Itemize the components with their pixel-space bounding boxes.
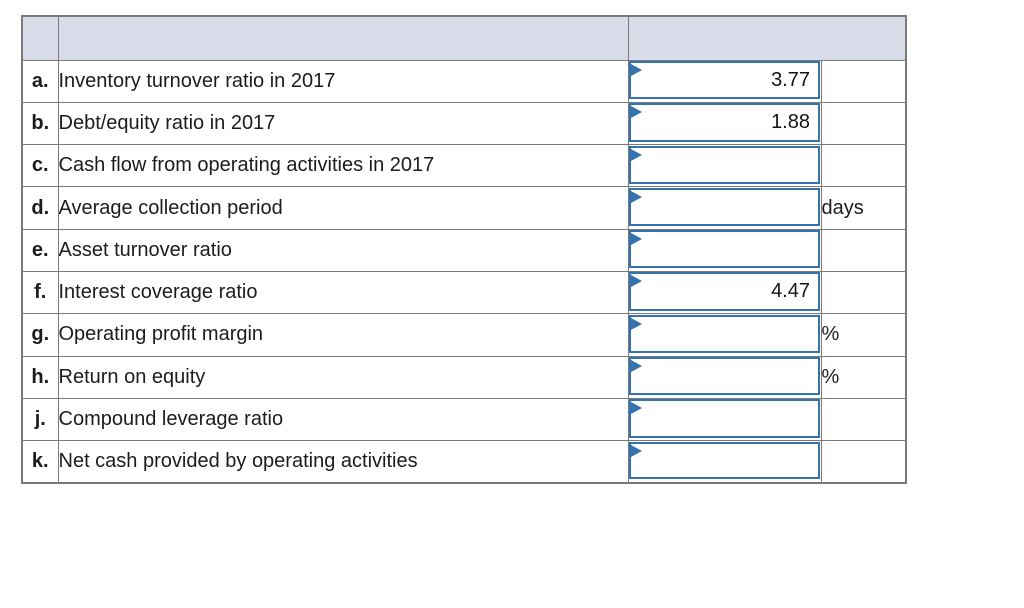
answer-flag-icon <box>631 190 642 203</box>
answer-cell <box>627 397 822 442</box>
answer-value: 4.47 <box>771 280 810 303</box>
unit-label <box>820 144 907 188</box>
unit-label: % <box>820 355 907 399</box>
row-description: Operating profit margin <box>57 313 629 357</box>
answer-input[interactable] <box>629 230 820 269</box>
table-row: f. Interest coverage ratio 4.47 <box>21 270 907 315</box>
table-row: h. Return on equity % <box>21 355 907 399</box>
table-row: j. Compound leverage ratio <box>21 397 907 442</box>
row-letter: a. <box>21 59 59 103</box>
unit-label <box>820 440 907 484</box>
answer-value: 3.77 <box>771 68 810 91</box>
row-letter: g. <box>21 313 59 357</box>
row-description: Interest coverage ratio <box>57 270 629 315</box>
row-letter: d. <box>21 186 59 230</box>
answer-input[interactable] <box>629 399 820 438</box>
answer-cell <box>627 313 822 357</box>
answer-input[interactable] <box>629 357 820 396</box>
answer-value <box>645 148 810 182</box>
row-description: Average collection period <box>57 186 629 230</box>
table-row: c. Cash flow from operating activities i… <box>21 144 907 188</box>
answer-cell <box>627 228 822 272</box>
row-description: Cash flow from operating activities in 2… <box>57 144 629 188</box>
answer-flag-icon <box>631 275 642 288</box>
answer-value <box>645 232 810 266</box>
table-row: b. Debt/equity ratio in 2017 1.88 <box>21 101 907 146</box>
row-description: Debt/equity ratio in 2017 <box>57 101 629 146</box>
answer-flag-icon <box>631 106 642 119</box>
answer-value <box>645 317 810 351</box>
row-letter: h. <box>21 355 59 399</box>
unit-label: days <box>820 186 907 230</box>
answer-flag-icon <box>631 444 642 457</box>
answer-value <box>645 190 810 224</box>
header-description-cell <box>57 15 629 61</box>
answer-input[interactable] <box>629 145 820 184</box>
table-row: g. Operating profit margin % <box>21 313 907 357</box>
answer-cell: 4.47 <box>627 270 822 315</box>
answer-cell <box>627 440 822 484</box>
table-header-row <box>21 15 907 61</box>
row-letter: e. <box>21 228 59 272</box>
answer-cell <box>627 355 822 399</box>
answer-value: 1.88 <box>771 110 810 133</box>
answer-input[interactable]: 1.88 <box>629 103 820 142</box>
row-letter: f. <box>21 270 59 315</box>
header-answer-cell <box>627 15 907 61</box>
row-letter: j. <box>21 397 59 442</box>
unit-label <box>820 101 907 146</box>
ratios-table: a. Inventory turnover ratio in 2017 3.77… <box>21 15 907 484</box>
row-description: Net cash provided by operating activitie… <box>57 440 629 484</box>
row-letter: c. <box>21 144 59 188</box>
answer-value <box>645 359 810 393</box>
answer-input[interactable]: 4.47 <box>629 272 820 311</box>
answer-cell: 1.88 <box>627 101 822 146</box>
answer-cell: 3.77 <box>627 59 822 103</box>
row-description: Return on equity <box>57 355 629 399</box>
answer-flag-icon <box>631 317 642 330</box>
answer-flag-icon <box>631 64 642 76</box>
answer-flag-icon <box>631 402 642 415</box>
answer-flag-icon <box>631 233 642 246</box>
row-letter: k. <box>21 440 59 484</box>
unit-label <box>820 397 907 442</box>
row-letter: b. <box>21 101 59 146</box>
unit-label <box>820 228 907 272</box>
answer-value <box>645 401 810 435</box>
answer-input[interactable] <box>629 441 820 480</box>
answer-cell <box>627 144 822 188</box>
answer-flag-icon <box>631 360 642 373</box>
answer-cell <box>627 186 822 230</box>
unit-label <box>820 270 907 315</box>
answer-input[interactable]: 3.77 <box>629 61 820 100</box>
header-letter-cell <box>21 15 59 61</box>
answer-input[interactable] <box>629 314 820 354</box>
answer-flag-icon <box>631 148 642 161</box>
table-row: d. Average collection period days <box>21 186 907 230</box>
table-body: a. Inventory turnover ratio in 2017 3.77… <box>21 59 907 484</box>
row-description: Inventory turnover ratio in 2017 <box>57 59 629 103</box>
row-description: Asset turnover ratio <box>57 228 629 272</box>
table-row: a. Inventory turnover ratio in 2017 3.77 <box>21 59 907 103</box>
table-row: e. Asset turnover ratio <box>21 228 907 272</box>
unit-label: % <box>820 313 907 357</box>
answer-value <box>645 444 810 478</box>
unit-label <box>820 59 907 103</box>
table-row: k. Net cash provided by operating activi… <box>21 440 907 484</box>
answer-input[interactable] <box>629 187 820 227</box>
row-description: Compound leverage ratio <box>57 397 629 442</box>
